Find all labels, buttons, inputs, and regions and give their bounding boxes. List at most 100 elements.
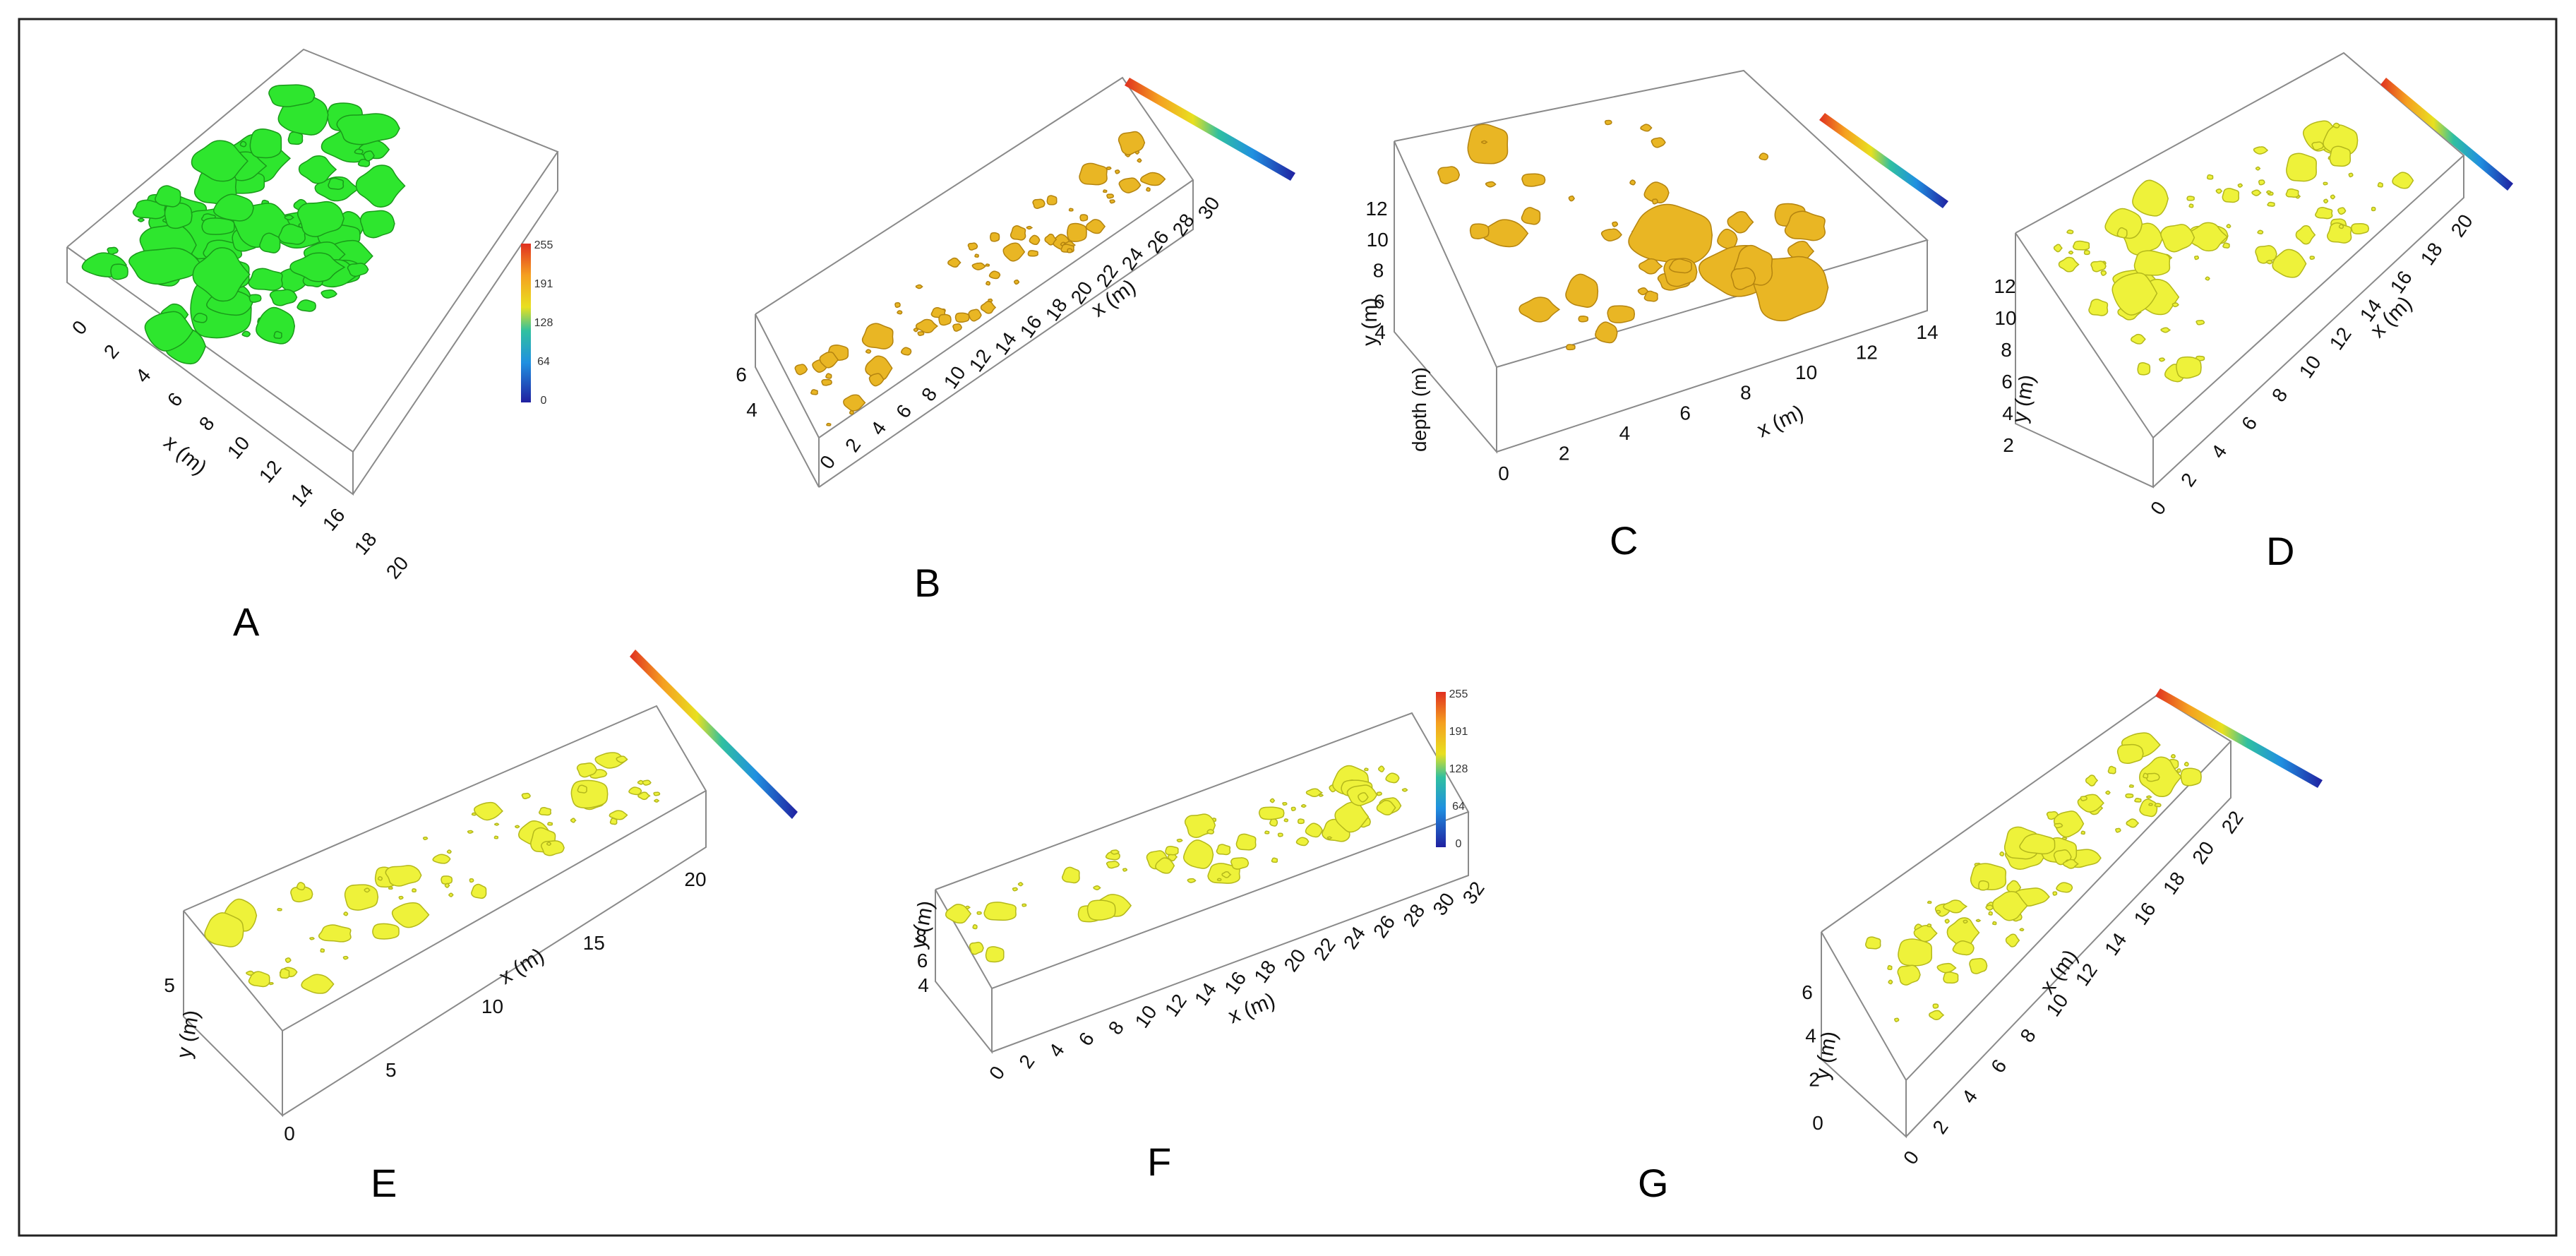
- isosurface-blob: [2392, 172, 2414, 189]
- isosurface-blob: [1106, 861, 1120, 869]
- isosurface-blob: [546, 842, 552, 847]
- isosurface-blob: [865, 349, 872, 354]
- isosurface-blob: [1607, 305, 1636, 323]
- isosurface-blob: [1521, 173, 1546, 187]
- isosurface-blob: [915, 318, 939, 333]
- isosurface-blob: [1640, 124, 1653, 132]
- isosurface-blob: [471, 812, 477, 816]
- y-tick-c-4: 4: [1374, 321, 1386, 343]
- isosurface-blob: [1029, 234, 1041, 246]
- isosurface-blob: [1026, 225, 1034, 230]
- y-tick-c-3: 6: [1374, 290, 1385, 312]
- isosurface-blob: [1639, 258, 1663, 275]
- isosurface-blob: [284, 215, 294, 221]
- y-tick-f-1: 6: [917, 950, 928, 971]
- x-tick-e-2: 10: [481, 995, 503, 1017]
- isosurface-blob: [1230, 857, 1250, 870]
- isosurface-blob: [248, 268, 283, 291]
- isosurface-blob: [1282, 801, 1288, 806]
- isosurface-blob: [2137, 362, 2151, 376]
- y-tick-g-1: 4: [1805, 1025, 1816, 1047]
- isosurface-blob: [1888, 979, 1893, 985]
- isosurface-blob: [945, 904, 972, 924]
- isosurface-blob: [2100, 270, 2107, 276]
- isosurface-blob: [1300, 803, 1307, 808]
- isosurface-blob: [988, 270, 1001, 280]
- isosurface-blob: [1651, 137, 1666, 148]
- y-tick-g-2: 2: [1809, 1068, 1820, 1090]
- isosurface-blob: [616, 755, 628, 763]
- isosurface-blob: [2295, 225, 2316, 245]
- isosurface-blob: [354, 148, 364, 155]
- isosurface-blob: [947, 257, 961, 268]
- isosurface-blob: [2159, 357, 2166, 362]
- x-ticks-c: 0 2 4 6 8 10 12 14: [1498, 321, 1938, 484]
- isosurface-blob: [284, 957, 292, 964]
- isosurface-blob: [2139, 756, 2182, 798]
- isosurface-blob: [2285, 188, 2299, 198]
- isosurface-blob: [1727, 211, 1754, 234]
- isosurface-blob: [318, 924, 352, 943]
- isosurface-blob: [897, 310, 903, 315]
- isosurface-blob: [1568, 195, 1576, 202]
- isosurface-blob: [355, 165, 406, 208]
- isosurface-blob: [985, 263, 990, 267]
- isosurface-blob: [821, 378, 832, 386]
- isosurface-blob: [1784, 210, 1826, 241]
- isosurface-blob: [1518, 297, 1561, 323]
- isosurface-blob: [538, 806, 552, 816]
- isosurface-blob: [2107, 765, 2116, 774]
- y-tick-c-1: 10: [1367, 229, 1389, 251]
- isosurface-blob: [917, 331, 925, 337]
- isosurface-blob: [1305, 788, 1324, 798]
- isosurface-blob: [191, 140, 248, 182]
- isosurface-blob: [2126, 818, 2140, 828]
- isosurface-blob: [256, 306, 296, 345]
- isosurface-blob: [1985, 904, 1994, 911]
- isosurface-blob: [1109, 199, 1115, 204]
- isosurface-blob: [1927, 923, 1932, 928]
- isosurface-blob: [248, 971, 270, 988]
- isosurface-blob: [1086, 899, 1116, 921]
- isosurface-blob: [1032, 198, 1046, 209]
- isosurface-blob: [278, 223, 306, 245]
- isosurface-blob: [328, 177, 345, 190]
- isosurface-blob: [107, 246, 119, 256]
- isosurface-blob: [493, 823, 500, 826]
- isosurface-blob: [983, 902, 1017, 921]
- isosurface-blob: [1110, 849, 1120, 855]
- colorbar-tick-a-1: 191: [534, 278, 553, 290]
- isosurface-blob: [422, 836, 429, 841]
- isosurface-blob: [1936, 909, 1941, 914]
- y-tick-d-3: 6: [2001, 371, 2013, 393]
- isosurface-blob: [446, 849, 452, 854]
- isosurface-blob: [825, 373, 832, 379]
- isosurface-blob: [2257, 229, 2264, 234]
- isosurface-blob: [2194, 255, 2200, 261]
- isosurface-blob: [915, 284, 923, 289]
- isosurface-blob: [990, 232, 1000, 242]
- isosurface-blob: [259, 232, 281, 253]
- isosurface-blob: [1865, 936, 1881, 950]
- y-tick-d-2: 8: [2001, 339, 2012, 361]
- isosurface-blob: [239, 140, 247, 148]
- isosurface-blob: [2019, 928, 2025, 932]
- isosurface-blob: [2226, 224, 2231, 229]
- isosurface-blob: [269, 289, 298, 306]
- isosurface-blob: [1283, 818, 1288, 823]
- isosurface-blob: [1927, 900, 1932, 904]
- isosurface-blob: [279, 968, 290, 979]
- isosurface-blob: [967, 242, 978, 251]
- isosurface-blob: [1999, 851, 2005, 856]
- isosurface-blob: [1469, 223, 1490, 239]
- isosurface-blob: [1578, 315, 1589, 323]
- isosurface-blob: [1643, 181, 1670, 204]
- isosurface-blob: [110, 263, 128, 280]
- isosurface-blob: [241, 330, 251, 337]
- colorbar-b: [1125, 78, 1295, 181]
- isosurface-blob: [1146, 186, 1151, 192]
- isosurface-blob: [1044, 233, 1058, 246]
- isosurface-blob: [377, 876, 383, 881]
